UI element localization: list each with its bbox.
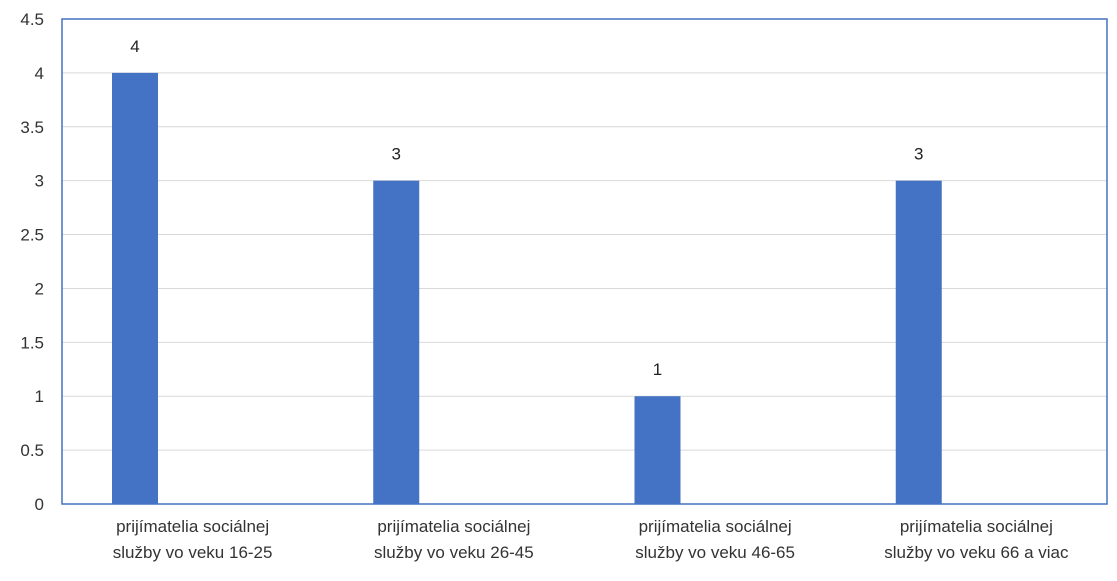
bar	[634, 396, 681, 504]
category-label-line: prijímatelia sociálnej	[116, 517, 269, 536]
category-label-line: prijímatelia sociálnej	[900, 517, 1053, 536]
y-tick-label: 0	[35, 495, 44, 514]
data-label: 3	[914, 145, 923, 164]
y-tick-label: 2.5	[20, 226, 44, 245]
data-label: 1	[653, 360, 662, 379]
category-label-line: služby vo veku 16-25	[113, 543, 273, 562]
category-label-line: služby vo veku 46-65	[635, 543, 795, 562]
category-label-line: prijímatelia sociálnej	[377, 517, 530, 536]
bar	[373, 180, 420, 504]
category-label: prijímatelia sociálnej služby vo veku 46-…	[635, 517, 795, 562]
data-label: 4	[130, 37, 139, 56]
y-tick-label: 1.5	[20, 333, 44, 352]
category-label: prijímatelia sociálnej služby vo veku 26-…	[374, 517, 534, 562]
bar	[112, 72, 158, 504]
y-tick-label: 1	[35, 387, 44, 406]
category-label: prijímatelia sociálnej služby vo veku 66 …	[884, 517, 1069, 562]
gridlines	[62, 18, 1107, 505]
y-tick-label: 4	[35, 64, 44, 83]
bar	[895, 180, 942, 504]
y-tick-label: 4.5	[20, 10, 44, 29]
plot-area-border	[61, 18, 1108, 505]
y-tick-label: 3.5	[20, 118, 44, 137]
category-label-line: služby vo veku 26-45	[374, 543, 534, 562]
y-tick-label: 0.5	[20, 441, 44, 460]
bars	[112, 72, 942, 504]
data-labels: 4 3 1 3	[130, 37, 923, 379]
category-label-line: služby vo veku 66 a viac	[884, 543, 1069, 562]
x-axis-category-labels: prijímatelia sociálnej služby vo veku 16-…	[113, 517, 1069, 562]
y-axis-tick-labels: 0 0.5 1 1.5 2 2.5 3 3.5 4 4.5	[20, 10, 44, 514]
data-label: 3	[392, 145, 401, 164]
category-label-line: prijímatelia sociálnej	[639, 517, 792, 536]
y-tick-label: 2	[35, 279, 44, 298]
category-label: prijímatelia sociálnej služby vo veku 16-…	[113, 517, 273, 562]
y-tick-label: 3	[35, 172, 44, 191]
